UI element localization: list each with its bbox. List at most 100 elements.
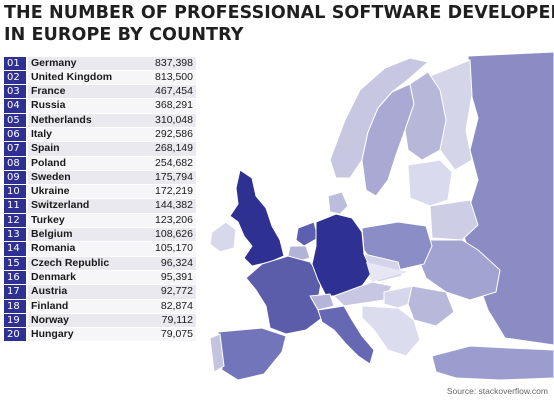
- ranking-row: 01 Germany 837,398: [4, 56, 196, 70]
- region-belarus: [429, 199, 479, 241]
- ranking-row: 15 Czech Republic 96,324: [4, 256, 196, 270]
- country-name: Switzerland: [28, 199, 136, 213]
- developer-count: 292,586: [136, 127, 196, 142]
- region-united-kingdom: [229, 169, 285, 267]
- developer-count: 79,075: [136, 328, 196, 342]
- title-line-1: THE NUMBER OF PROFESSIONAL SOFTWARE DEVE…: [4, 3, 554, 23]
- region-switzerland: [309, 293, 335, 311]
- region-denmark: [327, 191, 349, 215]
- developer-count: 368,291: [136, 99, 196, 113]
- rank-number: 05: [4, 113, 26, 127]
- developer-count: 837,398: [136, 56, 196, 70]
- region-baltics: [407, 159, 453, 207]
- developer-count: 813,500: [136, 70, 196, 85]
- country-name: Denmark: [28, 270, 136, 285]
- country-name: Austria: [28, 285, 136, 299]
- rank-number: 08: [4, 156, 26, 170]
- rank-number: 19: [4, 313, 26, 328]
- rank-number: 12: [4, 213, 26, 228]
- country-name: Ukraine: [28, 185, 136, 199]
- country-name: Turkey: [28, 213, 136, 228]
- ranking-row: 12 Turkey 123,206: [4, 213, 196, 228]
- developer-count: 108,626: [136, 228, 196, 242]
- region-netherlands: [295, 221, 319, 247]
- ranking-row: 11 Switzerland 144,382: [4, 199, 196, 213]
- country-name: Italy: [28, 127, 136, 142]
- country-name: United Kingdom: [28, 70, 136, 85]
- rank-number: 18: [4, 299, 26, 313]
- developer-count: 96,324: [136, 256, 196, 270]
- ranking-row: 13 Belgium 108,626: [4, 228, 196, 242]
- rank-number: 14: [4, 242, 26, 256]
- region-romania: [407, 285, 455, 327]
- rank-number: 03: [4, 85, 26, 99]
- country-name: Norway: [28, 313, 136, 328]
- rank-number: 20: [4, 328, 26, 342]
- region-balkans: [361, 305, 421, 357]
- ranking-row: 05 Netherlands 310,048: [4, 113, 196, 127]
- ranking-row: 17 Austria 92,772: [4, 285, 196, 299]
- country-name: Russia: [28, 99, 136, 113]
- region-italy: [317, 305, 375, 365]
- rank-number: 01: [4, 56, 26, 70]
- developer-count: 105,170: [136, 242, 196, 256]
- source-credit: Source: stackoverflow.com: [446, 386, 548, 396]
- region-ukraine: [417, 239, 501, 301]
- ranking-row: 03 France 467,454: [4, 85, 196, 99]
- country-name: Finland: [28, 299, 136, 313]
- region-highlight-wedge: [366, 262, 408, 282]
- rank-number: 17: [4, 285, 26, 299]
- developer-count: 123,206: [136, 213, 196, 228]
- country-name: Romania: [28, 242, 136, 256]
- developer-count: 92,772: [136, 285, 196, 299]
- ranking-row: 16 Denmark 95,391: [4, 270, 196, 285]
- rank-number: 06: [4, 127, 26, 142]
- developer-count: 175,794: [136, 170, 196, 185]
- country-name: Poland: [28, 156, 136, 170]
- region-portugal: [209, 333, 225, 373]
- ranking-row: 06 Italy 292,586: [4, 127, 196, 142]
- developer-count: 95,391: [136, 270, 196, 285]
- ranking-row: 19 Norway 79,112: [4, 313, 196, 328]
- region-ireland: [209, 221, 237, 253]
- region-spain: [217, 327, 287, 381]
- country-name: Hungary: [28, 328, 136, 342]
- developer-count: 82,874: [136, 299, 196, 313]
- ranking-row: 07 Spain 268,149: [4, 142, 196, 156]
- ranking-table: 01 Germany 837,398 02 United Kingdom 813,500 0…: [4, 56, 196, 342]
- ranking-row: 08 Poland 254,682: [4, 156, 196, 170]
- region-germany: [311, 213, 373, 297]
- country-name: Netherlands: [28, 113, 136, 127]
- country-name: Czech Republic: [28, 256, 136, 270]
- region-norway: [329, 57, 430, 179]
- country-name: France: [28, 85, 136, 99]
- region-finland: [404, 71, 447, 161]
- ranking-row: 14 Romania 105,170: [4, 242, 196, 256]
- country-name: Germany: [28, 56, 136, 70]
- developer-count: 254,682: [136, 156, 196, 170]
- rank-number: 02: [4, 70, 26, 85]
- rank-number: 16: [4, 270, 26, 285]
- rank-number: 07: [4, 142, 26, 156]
- rank-number: 10: [4, 185, 26, 199]
- rank-number: 11: [4, 199, 26, 213]
- developer-count: 79,112: [136, 313, 196, 328]
- developer-count: 144,382: [136, 199, 196, 213]
- page-title: THE NUMBER OF PROFESSIONAL SOFTWARE DEVE…: [4, 2, 554, 46]
- title-line-2: IN EUROPE BY COUNTRY: [4, 25, 244, 45]
- country-name: Belgium: [28, 228, 136, 242]
- developer-count: 310,048: [136, 113, 196, 127]
- developer-count: 268,149: [136, 142, 196, 156]
- ranking-row: 09 Sweden 175,794: [4, 170, 196, 185]
- country-name: Spain: [28, 142, 136, 156]
- region-france: [245, 255, 323, 335]
- ranking-row: 04 Russia 368,291: [4, 99, 196, 113]
- ranking-row: 02 United Kingdom 813,500: [4, 70, 196, 85]
- rank-number: 13: [4, 228, 26, 242]
- rank-number: 15: [4, 256, 26, 270]
- region-turkey: [431, 345, 554, 381]
- developer-count: 467,454: [136, 85, 196, 99]
- rank-number: 09: [4, 170, 26, 185]
- ranking-row: 10 Ukraine 172,219: [4, 185, 196, 199]
